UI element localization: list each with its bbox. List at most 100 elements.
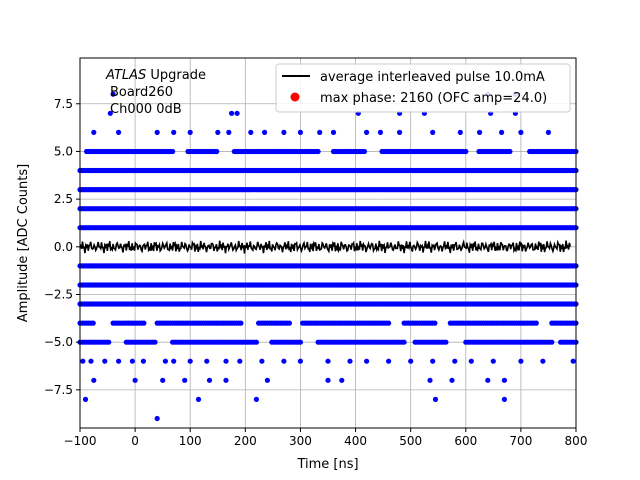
data-point [88,358,94,364]
data-point [129,358,135,364]
x-tick-label: 200 [234,434,257,448]
data-point [570,358,576,364]
data-point [102,358,108,364]
data-point [223,377,229,383]
data-point [330,129,337,135]
legend-dot-swatch [290,92,300,102]
data-point [215,129,221,135]
data-point [90,320,96,326]
data-point [401,339,407,345]
data-point [325,358,331,364]
data-point [248,129,254,135]
data-point [116,358,122,364]
data-point [339,377,345,383]
data-point [91,129,97,135]
data-point [518,129,524,135]
data-point [281,358,287,364]
y-tick-label: 2.5 [54,192,73,206]
data-point [540,358,546,364]
data-point [170,148,176,155]
data-point [140,358,146,364]
x-tick-label: 700 [509,434,532,448]
data-point [501,377,507,383]
data-point [507,148,513,155]
data-point [214,148,220,155]
data-point [206,377,213,383]
data-point [281,129,287,135]
y-tick-label: −5.0 [44,335,73,349]
y-tick-label: −2.5 [44,287,73,301]
data-point [171,129,177,135]
data-point [182,377,188,383]
data-point [432,320,438,326]
data-point [154,415,160,422]
data-point [187,129,193,135]
data-point [152,339,158,345]
x-tick-label: 600 [454,434,477,448]
data-point [286,320,292,326]
data-point [91,377,97,383]
data-point [297,129,303,135]
y-tick-label: 5.0 [54,144,73,158]
data-point [253,396,259,402]
data-point [432,396,439,402]
data-point [463,148,469,155]
data-point [238,320,244,326]
data-point [226,129,232,135]
y-axis-label: Amplitude [ADC Counts] [16,164,31,322]
data-point [106,339,112,345]
data-point [386,358,392,364]
annotation-line-2: Board260 [110,85,173,100]
legend-box [275,63,571,113]
data-point [171,358,177,364]
legend: average interleaved pulse 10.0mA max pha… [275,63,571,113]
data-point [501,396,507,402]
y-axis: −7.5 −5.0 −2.5 0.0 2.5 5.0 7.5 [44,97,80,397]
x-tick-label: 300 [289,434,312,448]
data-point [223,358,229,364]
data-point [325,377,331,383]
data-point [110,91,116,97]
data-point [449,377,455,383]
data-point [347,358,353,364]
data-point [397,129,403,135]
data-point [234,110,240,116]
data-point [315,148,321,155]
data-point [386,320,392,326]
data-point [364,358,370,364]
axes-frame [79,57,577,429]
data-point [82,396,89,402]
data-point [443,339,449,345]
data-point [262,129,268,135]
x-tick-label: −100 [64,434,97,448]
data-point [116,129,122,135]
data-point [427,377,433,383]
data-marks [77,91,579,422]
data-point [452,358,458,364]
annotation-line-3: Ch000 0dB [110,102,182,117]
data-point [154,129,160,135]
data-point [195,396,202,402]
data-point [253,339,259,345]
data-point [430,129,436,135]
annotation-line-1: ATLAS Upgrade [105,68,206,83]
data-point [430,358,436,364]
x-tick-label: 0 [131,434,139,448]
data-point [297,358,303,364]
data-point [361,148,367,155]
data-point [160,377,166,383]
annotation-rest: Upgrade [146,68,206,83]
data-point [408,358,414,364]
x-tick-label: 500 [399,434,422,448]
x-axis: −100 0 100 200 300 400 500 600 700 800 [64,428,587,448]
data-point [499,129,505,135]
data-point [229,110,235,116]
data-point [204,358,210,364]
x-tick-label: 400 [344,434,367,448]
data-point [141,320,147,326]
pulse-line [79,239,571,254]
data-point [468,358,474,364]
y-tick-label: 7.5 [54,97,73,111]
atlas-annotation: ATLAS Upgrade Board260 Ch000 0dB [105,68,206,117]
